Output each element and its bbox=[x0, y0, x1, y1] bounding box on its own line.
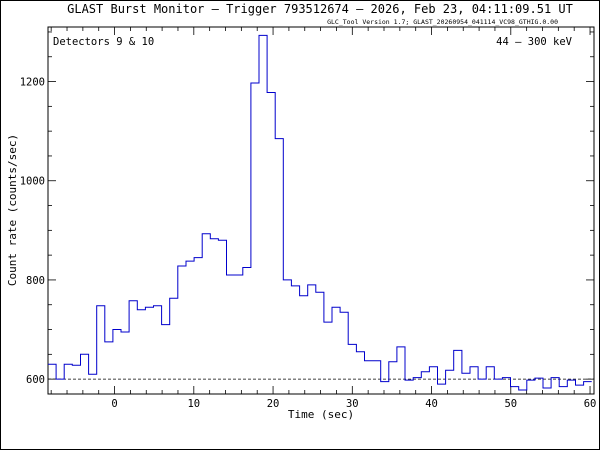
energy-range-label: 44 – 300 keV bbox=[496, 36, 573, 48]
x-tick-label: 0 bbox=[111, 398, 117, 410]
y-axis-label: Count rate (counts/sec) bbox=[6, 134, 19, 286]
chart-subtitle: GLC_Tool Version 1.7; GLAST_20260954_041… bbox=[327, 18, 558, 26]
chart-title: GLAST Burst Monitor – Trigger 793512674 … bbox=[67, 2, 573, 16]
x-tick-label: 60 bbox=[584, 398, 597, 410]
x-axis-label: Time (sec) bbox=[288, 408, 354, 421]
y-tick-label: 1200 bbox=[20, 77, 45, 89]
count-rate-histogram bbox=[48, 34, 592, 391]
y-tick-label: 800 bbox=[26, 275, 45, 287]
y-tick-label: 600 bbox=[26, 374, 45, 386]
x-tick-label: 10 bbox=[187, 398, 200, 410]
axis-ticks bbox=[48, 27, 594, 394]
detectors-label: Detectors 9 & 10 bbox=[53, 36, 154, 48]
tick-labels: 0 10 20 30 40 50 60 600 800 1000 1200 bbox=[20, 77, 597, 410]
x-tick-label: 30 bbox=[346, 398, 359, 410]
x-tick-label: 20 bbox=[267, 398, 280, 410]
x-tick-label: 40 bbox=[425, 398, 438, 410]
x-tick-label: 50 bbox=[504, 398, 517, 410]
y-tick-label: 1000 bbox=[20, 176, 45, 188]
